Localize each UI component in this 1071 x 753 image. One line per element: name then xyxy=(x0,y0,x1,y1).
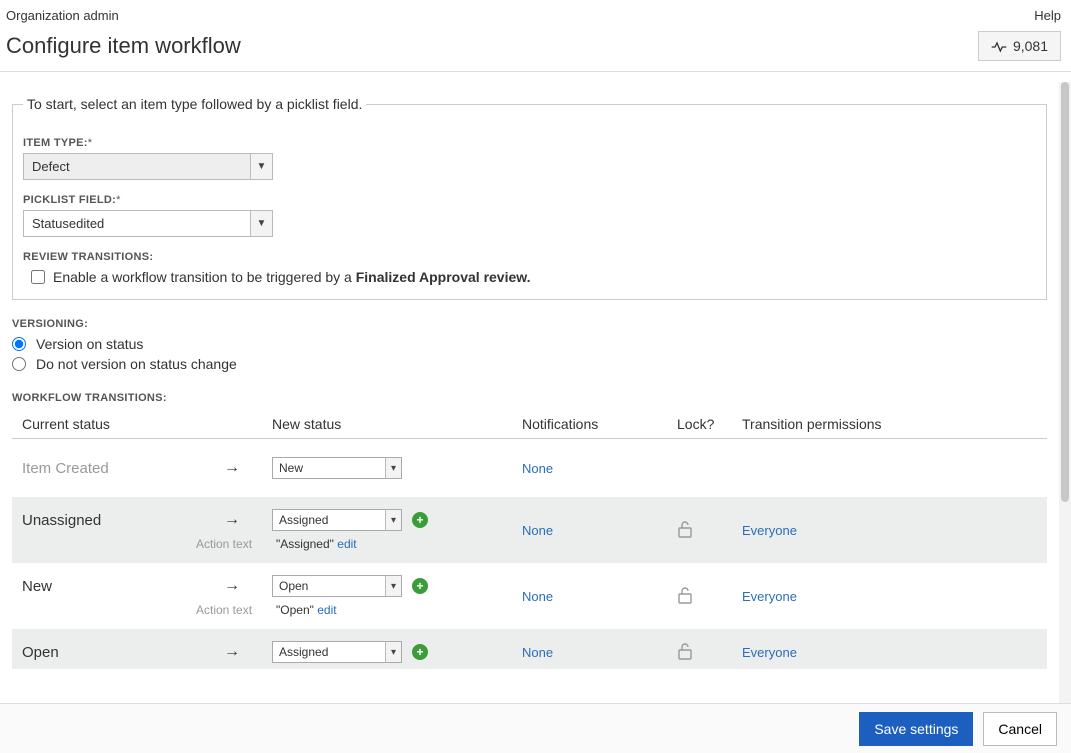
permissions-link[interactable]: Everyone xyxy=(742,645,797,660)
versioning-option-2: Do not version on status change xyxy=(36,356,237,372)
picklist-field-label: PICKLIST FIELD:* xyxy=(23,194,1036,206)
current-status: Unassigned xyxy=(22,512,101,529)
new-status-dropdown-button[interactable]: ▾ xyxy=(385,510,401,530)
permissions-link[interactable]: Everyone xyxy=(742,589,797,604)
chevron-down-icon: ▾ xyxy=(391,647,396,658)
table-row: Open → Assigned ▾ + None Everyone xyxy=(12,629,1047,669)
arrow-icon: → xyxy=(224,459,240,477)
chevron-down-icon: ▾ xyxy=(391,581,396,592)
workflow-transitions-label: WORKFLOW TRANSITIONS: xyxy=(12,392,1047,404)
activity-icon xyxy=(991,40,1007,52)
new-status-value: New xyxy=(273,458,385,478)
lock-icon[interactable] xyxy=(677,642,693,660)
content-scroll-area: To start, select an item type followed b… xyxy=(0,82,1059,703)
scrollbar-track[interactable] xyxy=(1059,82,1071,703)
versioning-label: VERSIONING: xyxy=(12,318,1047,330)
add-transition-button[interactable]: + xyxy=(412,644,428,660)
help-link[interactable]: Help xyxy=(1034,8,1061,23)
add-transition-button[interactable]: + xyxy=(412,512,428,528)
new-status-select[interactable]: Open ▾ xyxy=(272,575,402,597)
action-text-value: "Open" xyxy=(276,603,314,617)
fieldset-legend: To start, select an item type followed b… xyxy=(23,96,366,112)
save-settings-button[interactable]: Save settings xyxy=(859,712,973,746)
action-text-label: Action text xyxy=(196,537,252,551)
review-transitions-checkbox[interactable] xyxy=(31,270,45,284)
new-status-value: Assigned xyxy=(273,510,385,530)
breadcrumb: Organization admin xyxy=(6,8,119,23)
new-status-select[interactable]: Assigned ▾ xyxy=(272,509,402,531)
review-transitions-label: REVIEW TRANSITIONS: xyxy=(23,251,1036,263)
new-status-dropdown-button[interactable]: ▾ xyxy=(385,458,401,478)
table-row: Item Created → New ▾ None xyxy=(12,439,1047,497)
lock-icon[interactable] xyxy=(677,520,693,538)
notifications-link[interactable]: None xyxy=(522,523,553,538)
notifications-link[interactable]: None xyxy=(522,461,553,476)
picklist-field-value: Statusedited xyxy=(24,211,250,236)
th-notifications: Notifications xyxy=(522,416,677,432)
scrollbar-thumb[interactable] xyxy=(1061,82,1069,502)
chevron-down-icon: ▾ xyxy=(391,463,396,474)
notifications-link[interactable]: None xyxy=(522,589,553,604)
arrow-icon: → xyxy=(224,511,240,529)
notifications-link[interactable]: None xyxy=(522,645,553,660)
picklist-dropdown-button[interactable]: ▼ xyxy=(250,211,272,236)
current-status: Open xyxy=(22,644,59,661)
edit-action-text-link[interactable]: edit xyxy=(317,603,336,617)
new-status-select[interactable]: Assigned ▾ xyxy=(272,641,402,663)
current-status: Item Created xyxy=(22,460,109,477)
add-transition-button[interactable]: + xyxy=(412,578,428,594)
permissions-link[interactable]: Everyone xyxy=(742,523,797,538)
item-type-label: ITEM TYPE:* xyxy=(23,137,1036,149)
arrow-icon: → xyxy=(224,643,240,661)
current-status: New xyxy=(22,578,52,595)
item-type-select[interactable]: Defect ▼ xyxy=(23,153,273,180)
setup-fieldset: To start, select an item type followed b… xyxy=(12,104,1047,300)
activity-count: 9,081 xyxy=(1013,38,1048,54)
new-status-dropdown-button[interactable]: ▾ xyxy=(385,576,401,596)
th-current-status: Current status xyxy=(22,416,272,432)
table-row: Unassigned → Assigned ▾ + Action text "Assigne… xyxy=(12,497,1047,563)
new-status-value: Open xyxy=(273,576,385,596)
versioning-option-1: Version on status xyxy=(36,336,143,352)
edit-action-text-link[interactable]: edit xyxy=(337,537,356,551)
chevron-down-icon: ▼ xyxy=(257,218,267,229)
cancel-button[interactable]: Cancel xyxy=(983,712,1057,746)
versioning-radio-on-status[interactable] xyxy=(12,337,26,351)
new-status-dropdown-button[interactable]: ▾ xyxy=(385,642,401,662)
transitions-table: Current status New status Notifications … xyxy=(12,410,1047,669)
new-status-value: Assigned xyxy=(273,642,385,662)
chevron-down-icon: ▾ xyxy=(391,515,396,526)
table-row: New → Open ▾ + Action text "Open" edit None Ever… xyxy=(12,563,1047,629)
th-permissions: Transition permissions xyxy=(742,416,1047,432)
table-header-row: Current status New status Notifications … xyxy=(12,410,1047,439)
review-transitions-text: Enable a workflow transition to be trigg… xyxy=(53,269,531,285)
activity-count-badge[interactable]: 9,081 xyxy=(978,31,1061,61)
th-lock: Lock? xyxy=(677,416,742,432)
page-title: Configure item workflow xyxy=(6,33,241,59)
th-new-status: New status xyxy=(272,416,522,432)
item-type-value: Defect xyxy=(24,154,250,179)
arrow-icon: → xyxy=(224,577,240,595)
versioning-radio-no-version[interactable] xyxy=(12,357,26,371)
item-type-dropdown-button[interactable]: ▼ xyxy=(250,154,272,179)
footer-bar: Save settings Cancel xyxy=(0,703,1071,753)
picklist-field-select[interactable]: Statusedited ▼ xyxy=(23,210,273,237)
lock-icon[interactable] xyxy=(677,586,693,604)
chevron-down-icon: ▼ xyxy=(257,161,267,172)
new-status-select[interactable]: New ▾ xyxy=(272,457,402,479)
action-text-value: "Assigned" xyxy=(276,537,334,551)
action-text-label: Action text xyxy=(196,603,252,617)
